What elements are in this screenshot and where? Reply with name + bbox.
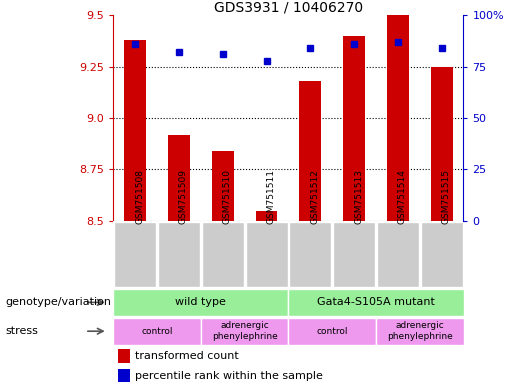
FancyBboxPatch shape [114,222,156,286]
Text: GSM751511: GSM751511 [267,169,276,224]
Text: genotype/variation: genotype/variation [5,297,111,308]
FancyBboxPatch shape [246,222,287,286]
Text: GSM751512: GSM751512 [310,169,319,224]
FancyBboxPatch shape [421,222,462,286]
Bar [118,369,130,382]
Bar [255,210,278,221]
FancyBboxPatch shape [377,222,419,286]
Text: control: control [141,327,173,336]
FancyBboxPatch shape [202,222,244,286]
Bar [431,67,453,221]
Bar [299,81,321,221]
Bar [168,134,190,221]
Text: Gata4-S105A mutant: Gata4-S105A mutant [317,297,435,308]
FancyBboxPatch shape [113,289,288,316]
FancyBboxPatch shape [333,222,375,286]
Text: stress: stress [5,326,38,336]
FancyBboxPatch shape [158,222,200,286]
Text: GSM751514: GSM751514 [398,169,407,224]
FancyBboxPatch shape [376,318,464,345]
Text: GSM751508: GSM751508 [135,169,144,224]
Bar [118,349,130,363]
Bar [124,40,146,221]
Bar [387,15,409,221]
Text: adrenergic
phenylephrine: adrenergic phenylephrine [212,321,278,341]
FancyBboxPatch shape [113,318,201,345]
FancyBboxPatch shape [289,222,331,286]
Text: GSM751509: GSM751509 [179,169,188,224]
Text: GSM751515: GSM751515 [442,169,451,224]
Text: GSM751513: GSM751513 [354,169,363,224]
FancyBboxPatch shape [201,318,288,345]
Bar [212,151,234,221]
Text: GSM751510: GSM751510 [222,169,232,224]
FancyBboxPatch shape [288,289,464,316]
Text: control: control [316,327,348,336]
Bar [343,36,365,221]
Text: adrenergic
phenylephrine: adrenergic phenylephrine [387,321,453,341]
FancyBboxPatch shape [288,318,376,345]
Text: percentile rank within the sample: percentile rank within the sample [135,371,323,381]
Text: wild type: wild type [176,297,226,308]
Title: GDS3931 / 10406270: GDS3931 / 10406270 [214,0,363,14]
Text: transformed count: transformed count [135,351,238,361]
